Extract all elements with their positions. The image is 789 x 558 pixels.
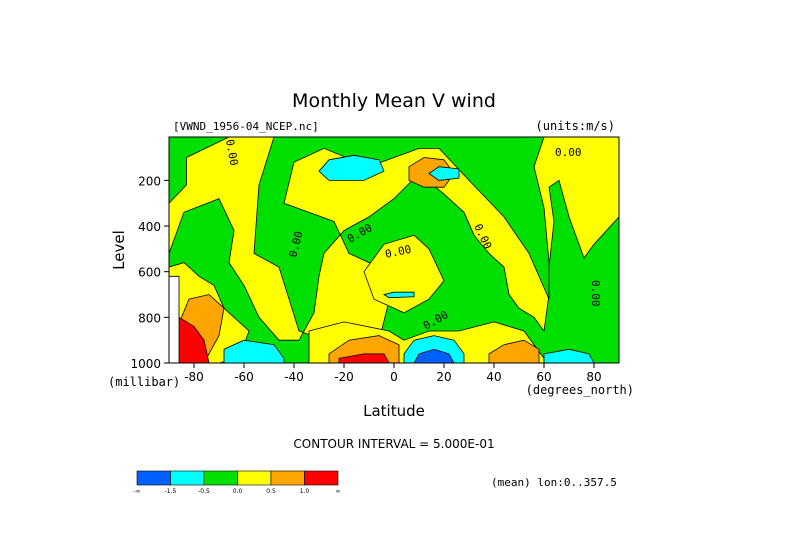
colorbar-swatch bbox=[203, 470, 238, 486]
colorbar-swatch bbox=[237, 470, 272, 486]
chart-title: Monthly Mean V wind bbox=[292, 90, 496, 112]
contour-label: 0.00 bbox=[384, 243, 413, 261]
x-axis-label: Latitude bbox=[363, 402, 425, 420]
x-tick-label: 80 bbox=[586, 370, 601, 384]
contour-region bbox=[338, 353, 390, 363]
colorbar-swatch bbox=[304, 470, 339, 486]
contour-label: 0.00 bbox=[589, 280, 602, 307]
colorbar-label: -1.5 bbox=[165, 488, 177, 495]
colorbar: -∞ -1.5 -0.5 0.0 0.5 1.0 ∞ bbox=[133, 470, 341, 495]
contour-region bbox=[428, 166, 460, 181]
colorbar-label: ∞ bbox=[336, 488, 341, 495]
contour-region bbox=[318, 154, 385, 181]
colorbar-swatch bbox=[270, 470, 305, 486]
contour-label: 0.00 bbox=[223, 138, 240, 166]
y-tick-label: 200 bbox=[138, 174, 161, 188]
x-axis-units: (degrees_north) bbox=[526, 383, 634, 397]
mean-info: (mean) lon:0..357.5 bbox=[491, 476, 617, 489]
colorbar-label: -∞ bbox=[133, 488, 140, 495]
contour-label: 0.00 bbox=[555, 146, 582, 159]
y-tick-label: 1000 bbox=[130, 357, 161, 371]
x-tick-label: -20 bbox=[334, 370, 354, 384]
contour-interval: CONTOUR INTERVAL = 5.000E-01 bbox=[293, 437, 494, 451]
x-tick-label: 60 bbox=[536, 370, 551, 384]
colorbar-label: 0.5 bbox=[266, 488, 276, 495]
x-tick-label: -40 bbox=[284, 370, 304, 384]
colorbar-label: 1.0 bbox=[300, 488, 310, 495]
x-axis: -80 -60 -40 -20 0 20 40 60 80 bbox=[184, 363, 602, 384]
contour-region bbox=[363, 234, 445, 314]
contour-region bbox=[543, 348, 595, 363]
y-axis-units: (millibar) bbox=[108, 375, 180, 389]
colorbar-label: 0.0 bbox=[233, 488, 243, 495]
y-axis-label: Level bbox=[110, 230, 128, 270]
y-tick-label: 800 bbox=[138, 311, 161, 325]
x-tick-label: 0 bbox=[390, 370, 398, 384]
contour-fills bbox=[169, 137, 619, 363]
x-tick-label: -80 bbox=[184, 370, 204, 384]
y-tick-label: 400 bbox=[138, 220, 161, 234]
colorbar-label: -0.5 bbox=[198, 488, 210, 495]
contour-region bbox=[413, 348, 455, 363]
colorbar-swatch bbox=[170, 470, 205, 486]
x-tick-label: 40 bbox=[486, 370, 501, 384]
units-label: (units:m/s) bbox=[536, 119, 615, 133]
contour-region bbox=[382, 291, 415, 299]
contour-region bbox=[169, 275, 180, 363]
file-label: [VWND_1956-04_NCEP.nc] bbox=[173, 120, 319, 133]
colorbar-swatch bbox=[136, 470, 171, 486]
contour-region bbox=[488, 339, 540, 363]
contour-region bbox=[223, 339, 285, 363]
y-axis: 200 400 600 800 1000 bbox=[130, 174, 169, 371]
y-tick-label: 600 bbox=[138, 266, 161, 280]
x-tick-label: 20 bbox=[436, 370, 451, 384]
x-tick-label: -60 bbox=[234, 370, 254, 384]
